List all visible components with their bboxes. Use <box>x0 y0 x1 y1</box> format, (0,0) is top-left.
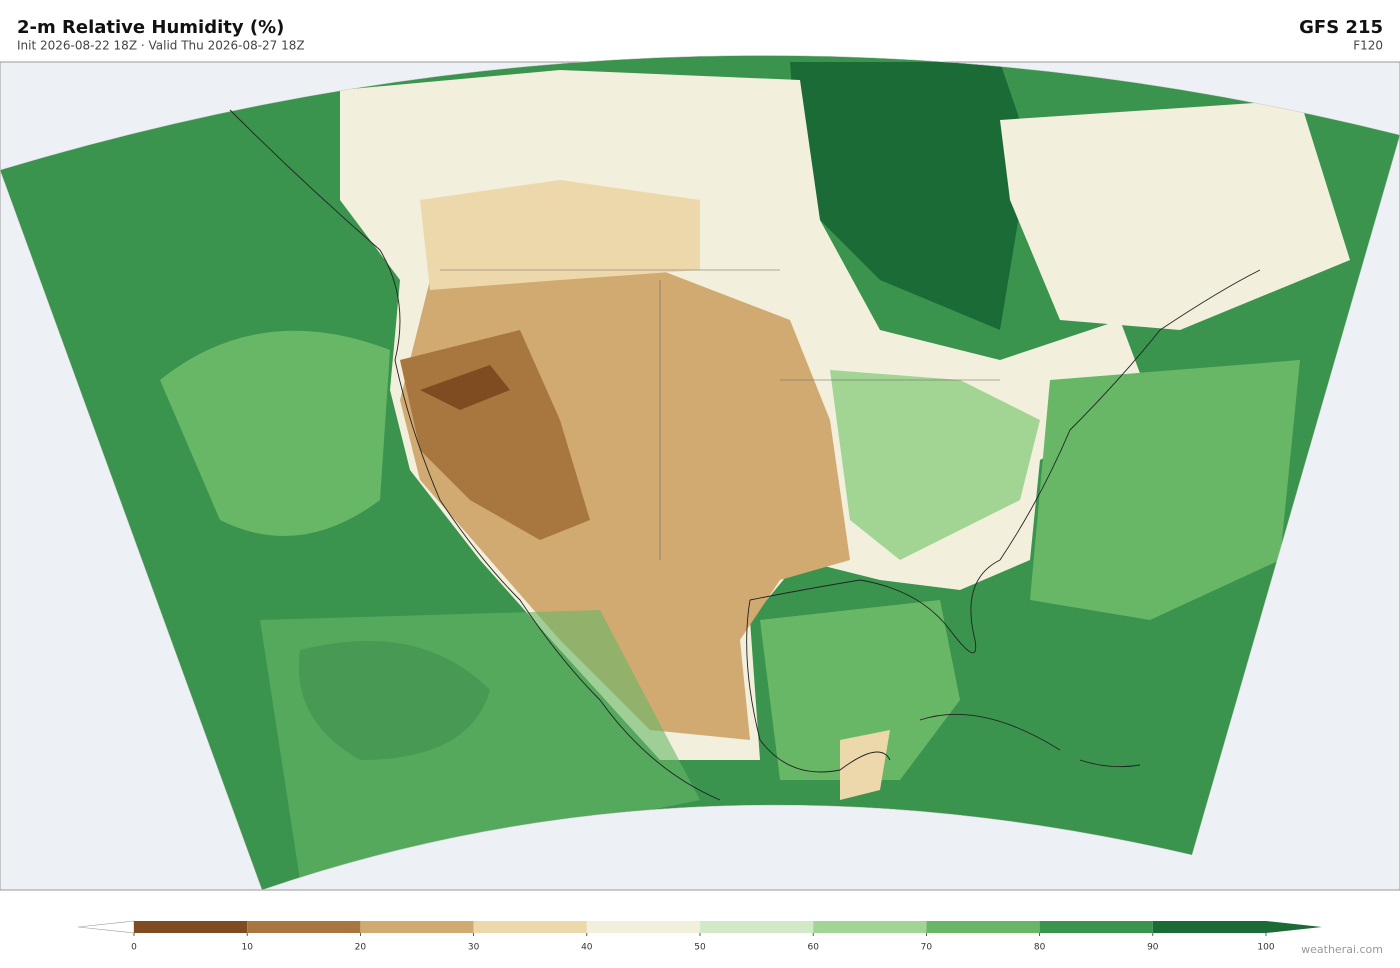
colorbar-bin <box>1039 921 1153 933</box>
colorbar-bin <box>1152 921 1266 933</box>
colorbar-bin <box>247 921 361 933</box>
colorbar-tick-label: 40 <box>581 943 593 953</box>
title: 2-m Relative Humidity (%) <box>17 17 284 38</box>
colorbar-bin <box>586 921 700 933</box>
colorbar-tick-label: 20 <box>355 943 367 953</box>
colorbar-tick-label: 80 <box>1034 943 1046 953</box>
forecast-hour: F120 <box>1353 39 1383 53</box>
watermark: weatherai.com <box>1301 943 1383 956</box>
colorbar-tick-label: 70 <box>921 943 933 953</box>
model-label: GFS 215 <box>1299 17 1383 38</box>
subtitle: Init 2026-08-22 18Z · Valid Thu 2026-08-… <box>17 39 305 53</box>
colorbar-bin <box>134 921 248 933</box>
colorbar-bin <box>473 921 587 933</box>
map <box>0 55 1400 891</box>
colorbar: 0 10 20 30 40 50 60 70 80 90 100 <box>77 920 1322 953</box>
colorbar-over <box>1266 921 1322 933</box>
colorbar-tick-label: 0 <box>131 943 137 953</box>
coastlines <box>229 109 1261 801</box>
colorbar-under <box>77 920 135 934</box>
colorbar-tick-label: 50 <box>694 943 706 953</box>
colorbar-tick-label: 100 <box>1257 943 1274 953</box>
colorbar-tick-label: 10 <box>241 943 253 953</box>
colorbar-tick-label: 30 <box>468 943 480 953</box>
colorbar-bin <box>813 921 927 933</box>
colorbar-bin <box>700 921 814 933</box>
colorbar-tick-label: 90 <box>1147 943 1159 953</box>
colorbar-bin <box>926 921 1040 933</box>
colorbar-bin <box>360 921 474 933</box>
colorbar-tick-label: 60 <box>807 943 819 953</box>
